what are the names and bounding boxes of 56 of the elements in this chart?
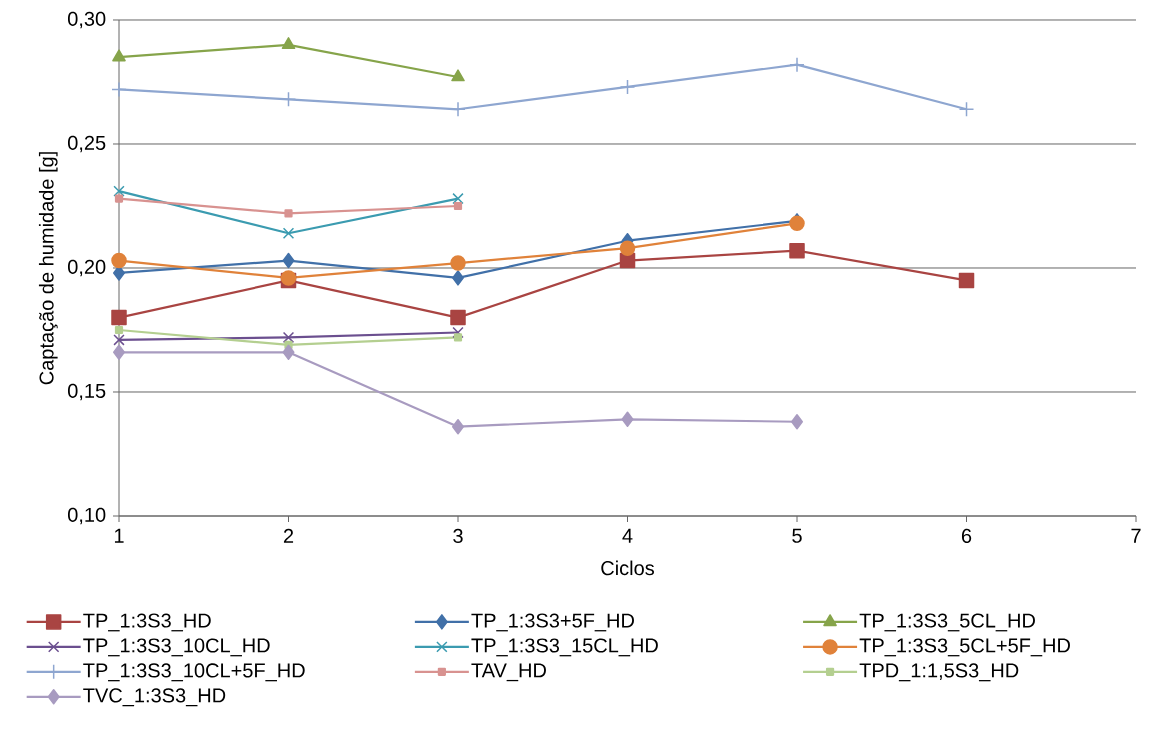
point bbox=[111, 81, 127, 98]
point bbox=[281, 37, 296, 50]
point bbox=[114, 325, 124, 335]
point bbox=[789, 242, 805, 259]
x-tick-label: 6 bbox=[961, 528, 972, 544]
x-axis-title: Ciclos bbox=[601, 560, 654, 576]
point bbox=[114, 194, 124, 203]
legend-label: TVC_1:3S3_HD bbox=[83, 688, 226, 707]
point bbox=[958, 272, 975, 289]
point bbox=[282, 252, 295, 269]
point bbox=[282, 344, 295, 361]
x-tick-label: 4 bbox=[622, 528, 633, 543]
x-tick-label: 1 bbox=[114, 528, 124, 543]
point bbox=[111, 252, 127, 269]
point bbox=[450, 255, 466, 271]
y-tick-label: 0,25 bbox=[67, 135, 106, 153]
y-tick-label: 0,10 bbox=[67, 507, 106, 525]
point bbox=[958, 101, 975, 118]
point bbox=[113, 334, 125, 346]
point bbox=[451, 69, 465, 82]
point bbox=[450, 309, 466, 326]
legend-label: TP_1:3S3+5F_HD bbox=[471, 613, 634, 632]
legend-label: TP_1:3S3_15CL_HD bbox=[471, 638, 658, 657]
legend-label: TP_1:3S3_5CL_HD bbox=[859, 613, 1035, 632]
legend-label: TP_1:3S3_10CL+5F_HD bbox=[83, 663, 305, 682]
point bbox=[282, 227, 295, 239]
point bbox=[452, 418, 464, 435]
legend-label: TAV_HD bbox=[471, 663, 546, 682]
point bbox=[453, 333, 463, 342]
legend-label: TPD_1:1,5S3_HD bbox=[859, 663, 1019, 682]
point bbox=[112, 49, 126, 62]
point bbox=[284, 209, 293, 218]
point bbox=[621, 411, 634, 428]
y-axis-title: Captação de humidade [g] bbox=[38, 152, 58, 385]
y-tick-label: 0,20 bbox=[67, 259, 106, 277]
legend-label: TP_1:3S3_5CL+5F_HD bbox=[859, 638, 1070, 657]
point bbox=[789, 56, 805, 73]
point bbox=[452, 192, 464, 205]
point bbox=[619, 79, 636, 95]
point bbox=[452, 326, 464, 339]
x-tick-label: 7 bbox=[1131, 528, 1141, 543]
x-tick-label: 3 bbox=[453, 528, 463, 544]
legend-label: TP_1:3S3_10CL_HD bbox=[83, 638, 270, 657]
x-tick-label: 5 bbox=[792, 528, 802, 543]
point bbox=[282, 331, 295, 344]
point bbox=[452, 270, 464, 286]
y-tick-label: 0,15 bbox=[67, 383, 106, 401]
point bbox=[113, 344, 125, 361]
point bbox=[619, 240, 636, 256]
point bbox=[113, 185, 125, 197]
legend-label: TP_1:3S3_HD bbox=[83, 613, 211, 632]
point bbox=[791, 414, 804, 430]
point bbox=[453, 201, 463, 211]
y-tick-label: 0,30 bbox=[67, 11, 106, 29]
x-tick-label: 2 bbox=[283, 528, 294, 543]
point bbox=[111, 309, 127, 326]
